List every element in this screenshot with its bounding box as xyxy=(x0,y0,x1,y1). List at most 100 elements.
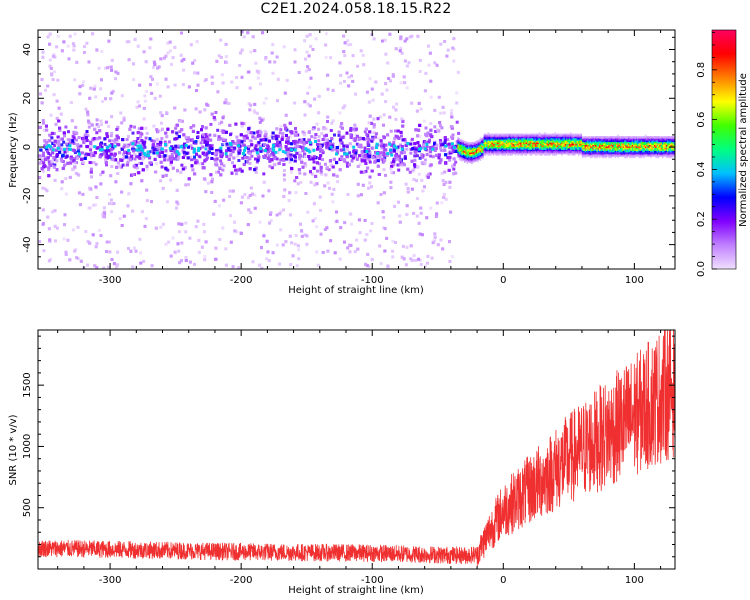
heatmap-cell xyxy=(418,70,422,73)
heatmap-cell xyxy=(247,127,251,131)
heatmap-cell xyxy=(145,188,149,192)
heatmap-cell xyxy=(218,166,222,170)
heatmap-cell xyxy=(313,155,317,159)
heatmap-cell xyxy=(313,97,317,101)
heatmap-cell xyxy=(232,141,236,145)
heatmap-cell xyxy=(74,125,78,129)
heatmap-cell xyxy=(143,145,147,149)
heatmap-cell xyxy=(184,259,188,262)
heatmap-cell xyxy=(236,149,240,153)
heatmap-cell xyxy=(90,151,94,155)
heatmap-cell xyxy=(201,133,205,137)
heatmap-cell xyxy=(177,230,181,234)
heatmap-cell xyxy=(450,135,453,139)
heatmap-cell xyxy=(149,37,153,41)
heatmap-cell xyxy=(317,143,321,147)
heatmap-cell xyxy=(101,170,105,174)
heatmap-cell xyxy=(182,57,186,61)
heatmap-cell xyxy=(265,257,269,261)
heatmap-cell xyxy=(315,250,319,254)
heatmap-cell xyxy=(365,264,369,267)
heatmap-cell xyxy=(259,130,262,134)
heatmap-cell xyxy=(310,135,314,139)
heatmap-cell xyxy=(159,143,163,147)
heatmap-cell xyxy=(69,101,73,104)
heatmap-cell xyxy=(279,128,283,132)
heatmap-cell xyxy=(423,185,426,189)
heatmap-cell xyxy=(332,187,336,191)
heatmap-cell xyxy=(142,106,146,110)
heatmap-cell xyxy=(215,59,219,63)
heatmap-cell xyxy=(229,133,232,137)
heatmap-cell xyxy=(290,167,294,171)
heatmap-cell xyxy=(398,49,402,53)
heatmap-cell xyxy=(435,153,438,157)
heatmap-cell xyxy=(384,143,388,147)
heatmap-cell xyxy=(242,163,246,166)
heatmap-cell xyxy=(298,157,302,161)
heatmap-cell xyxy=(54,148,58,152)
heatmap-cell xyxy=(379,139,383,143)
heatmap-cell xyxy=(316,169,319,173)
heatmap-cell xyxy=(246,196,250,200)
heatmap-cell xyxy=(56,34,60,38)
heatmap-cell xyxy=(234,141,238,145)
heatmap-cell xyxy=(173,147,177,151)
heatmap-cell xyxy=(345,71,349,75)
heatmap-cell xyxy=(448,185,452,189)
heatmap-cell xyxy=(176,157,180,161)
heatmap-cell xyxy=(443,136,447,140)
heatmap-cell xyxy=(71,228,75,232)
heatmap-cell xyxy=(183,153,187,157)
heatmap-cell xyxy=(89,142,93,146)
heatmap-cell xyxy=(379,193,383,196)
heatmap-cell xyxy=(43,187,47,191)
heatmap-cell xyxy=(60,137,64,141)
heatmap-cell xyxy=(365,132,369,136)
heatmap-cell xyxy=(358,154,361,158)
heatmap-cell xyxy=(160,121,163,125)
heatmap-cell xyxy=(380,146,384,150)
heatmap-cell xyxy=(215,157,219,161)
heatmap-cell xyxy=(361,53,365,57)
heatmap-cell xyxy=(132,164,136,168)
heatmap-cell xyxy=(186,156,190,160)
heatmap-cell xyxy=(341,135,345,139)
heatmap-cell xyxy=(427,150,431,154)
heatmap-cell xyxy=(65,154,69,158)
heatmap-cell xyxy=(450,108,454,112)
heatmap-cell xyxy=(66,138,70,142)
heatmap-cell xyxy=(373,153,377,157)
heatmap-cell xyxy=(422,143,425,146)
heatmap-cell xyxy=(225,149,229,153)
heatmap-cell xyxy=(232,164,236,168)
heatmap-cell xyxy=(133,153,137,157)
heatmap-cell xyxy=(346,246,350,250)
heatmap-cell xyxy=(275,143,279,147)
heatmap-cell xyxy=(362,63,366,67)
heatmap-cell xyxy=(258,136,262,140)
heatmap-cell xyxy=(90,175,93,179)
heatmap-cell xyxy=(220,162,224,166)
heatmap-cell xyxy=(205,102,209,106)
heatmap-cell xyxy=(215,149,219,153)
heatmap-cell xyxy=(313,183,317,187)
heatmap-cell xyxy=(206,181,210,185)
heatmap-cell xyxy=(315,182,319,186)
heatmap-cell xyxy=(138,83,142,87)
heatmap-cell xyxy=(109,97,113,101)
heatmap-cell xyxy=(89,86,93,90)
heatmap-cell xyxy=(209,138,213,142)
heatmap-cell xyxy=(305,50,309,54)
heatmap-cell xyxy=(333,133,336,137)
heatmap-cell xyxy=(164,77,168,81)
heatmap-cell xyxy=(266,156,270,160)
heatmap-cell xyxy=(434,215,438,218)
heatmap-cell xyxy=(298,145,301,149)
heatmap-cell xyxy=(262,234,266,238)
heatmap-cell xyxy=(175,131,179,135)
heatmap-cell xyxy=(389,148,393,152)
heatmap-cell xyxy=(431,155,435,159)
heatmap-cell xyxy=(452,37,456,41)
